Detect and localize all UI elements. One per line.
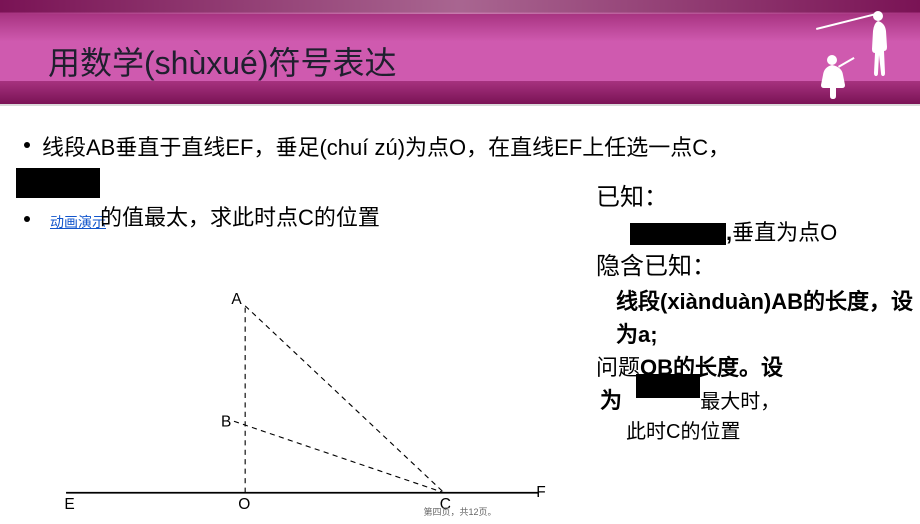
svg-text:A: A [231, 291, 242, 308]
page-title: 用数学(shùxué)符号表达 [48, 38, 397, 84]
redaction-block-3 [636, 374, 700, 398]
svg-text:B: B [221, 413, 231, 430]
known-heading: 已知： [596, 180, 916, 216]
known-line-1: ,垂直为点O [596, 216, 916, 249]
redaction-block-1 [16, 168, 100, 198]
known-block: 已知： ,垂直为点O 隐含已知： 线段(xiànduàn)AB的长度，设为a; … [596, 180, 916, 447]
bullet-1-text: 线段AB垂直于直线EF，垂足(chuí zú)为点O，在直线EF上任选一点C， [42, 130, 730, 162]
svg-text:F: F [536, 484, 545, 501]
title-bar: 用数学(shùxué)符号表达 [0, 0, 920, 106]
q-prefix: 问题 [596, 355, 640, 380]
hidden-known-heading: 隐含已知： [596, 249, 916, 285]
geometry-diagram: E O C F B A [12, 206, 592, 516]
silhouette-figures [786, 6, 896, 100]
known-line-1-tail: 垂直为点O [732, 220, 837, 245]
hidden-known-body-1: 线段(xiànduàn)AB的长度，设为a; [596, 285, 916, 351]
redaction-block-2 [630, 223, 726, 245]
bullet-dot [24, 142, 30, 148]
page-footer: 第四页，共12页。 [0, 505, 920, 518]
row-pos: 此时C的位置 [596, 417, 916, 447]
bullet-line-1: 线段AB垂直于直线EF，垂足(chuí zú)为点O，在直线EF上任选一点C， [24, 130, 904, 162]
max-text: 最大时， [700, 391, 780, 413]
c-label: C [666, 421, 680, 443]
